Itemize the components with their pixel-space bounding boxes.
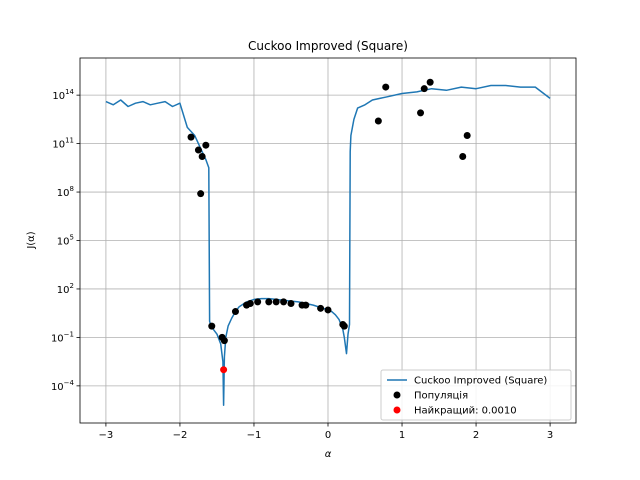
plot-area (105, 78, 551, 406)
population-point (231, 308, 239, 316)
population-point (194, 146, 202, 154)
population-point (317, 304, 325, 312)
population-point (265, 298, 273, 306)
y-axis-label: J(α) (26, 231, 37, 249)
x-tick-label: 3 (547, 430, 553, 441)
population-point (374, 117, 382, 125)
population-point (187, 133, 195, 141)
y-tick-label: 1011 (52, 137, 74, 151)
population-point (324, 306, 332, 314)
population-point (280, 298, 288, 306)
legend-box (380, 369, 572, 421)
x-tick-label: 2 (473, 430, 479, 441)
y-tick-label: 10−1 (51, 330, 74, 344)
legend: Cuckoo Improved (Square) Популяція Найкращ… (380, 369, 572, 421)
legend-marker-swatch (393, 406, 401, 414)
population-point (272, 298, 280, 306)
population-point (254, 298, 262, 306)
chart-title: Cuckoo Improved (Square) (248, 39, 408, 53)
population-point (208, 322, 216, 330)
x-tick-label: −1 (247, 430, 262, 441)
y-tick-label: 108 (57, 185, 74, 199)
grid (80, 58, 576, 423)
x-tick-label: 1 (399, 430, 405, 441)
y-axis: 10−4 10−1 102 105 108 1011 1014 (51, 88, 80, 393)
population-point (417, 109, 425, 117)
population-point (463, 132, 471, 140)
population-point (340, 322, 348, 330)
best-point (220, 366, 228, 374)
y-tick-label: 102 (57, 282, 74, 296)
population-point (426, 78, 434, 86)
x-axis: −3 −2 −1 0 1 2 3 (99, 423, 553, 441)
population-point (197, 190, 205, 198)
x-tick-label: −2 (173, 430, 188, 441)
population-point (420, 85, 428, 93)
y-tick-label: 1014 (52, 88, 74, 102)
population-point (220, 337, 228, 345)
population-point (198, 153, 206, 161)
x-axis-label: α (325, 449, 332, 460)
population-point (459, 153, 467, 161)
population-point (287, 299, 295, 307)
legend-label: Найкращий: 0.0010 (414, 406, 517, 417)
legend-label: Популяція (414, 390, 468, 402)
population-point (246, 299, 254, 307)
x-tick-label: 0 (325, 430, 331, 441)
population-point (382, 83, 390, 91)
y-tick-label: 105 (57, 234, 74, 248)
legend-marker-swatch (393, 391, 401, 399)
x-tick-label: −3 (99, 430, 114, 441)
population-point (202, 141, 210, 149)
y-tick-label: 10−4 (51, 379, 75, 393)
legend-label: Cuckoo Improved (Square) (414, 376, 547, 387)
population-point (302, 301, 310, 309)
